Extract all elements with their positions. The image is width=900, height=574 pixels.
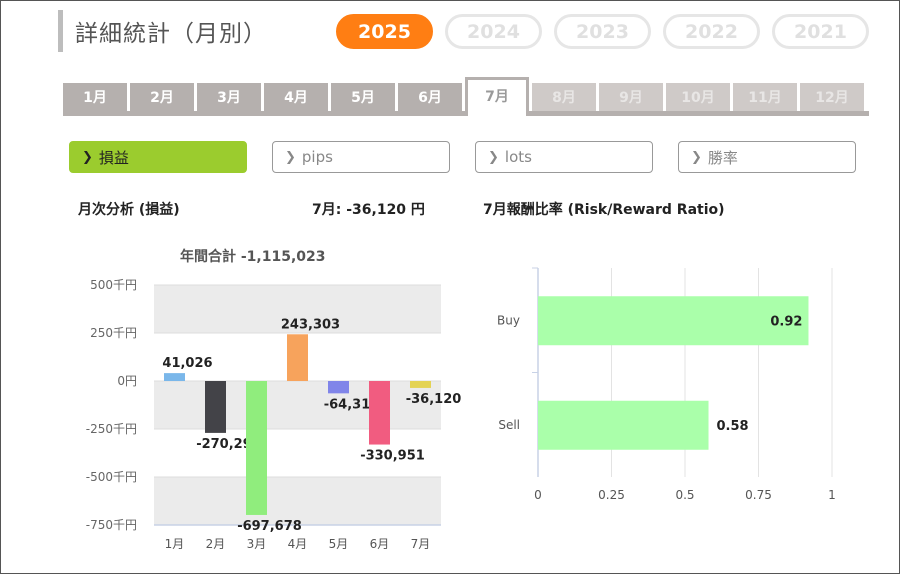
y-tick-label: 0円: [117, 374, 137, 388]
x-tick-label: 6月: [370, 537, 390, 551]
metric-label: pips: [301, 148, 333, 166]
x-tick-label: 4月: [288, 537, 308, 551]
monthly-analysis-heading: 月次分析 (損益): [78, 202, 180, 218]
annual-total-title: 年間合計 -1,115,023: [180, 249, 326, 265]
tab-month-2[interactable]: 2月: [130, 83, 194, 111]
metric-button-profit[interactable]: ❯ 損益: [69, 141, 247, 173]
bar-1: [164, 373, 185, 381]
data-label: 243,303: [281, 317, 340, 332]
tab-month-6[interactable]: 6月: [398, 83, 462, 111]
tab-month-10[interactable]: 10月: [666, 83, 730, 111]
page-title: 詳細統計（月別）: [75, 21, 267, 47]
x-tick-label: 1月: [165, 537, 185, 551]
data-label: -36,120: [406, 392, 462, 407]
plot-band: [154, 381, 441, 429]
ratio-bar-sell: [538, 400, 709, 450]
chevron-right-icon: ❯: [488, 149, 499, 165]
metric-button-lots[interactable]: ❯ lots: [475, 141, 653, 173]
metric-label: lots: [504, 148, 532, 166]
data-label: -270,292: [196, 437, 261, 452]
data-label: -330,951: [360, 449, 425, 464]
y-tick-label: 500千円: [90, 278, 137, 292]
year-selector: 2025 2024 2023 2022 2021: [336, 14, 869, 49]
year-button-2024[interactable]: 2024: [445, 14, 542, 49]
x-tick-label: 0.75: [745, 488, 772, 502]
bar-5: [328, 381, 349, 394]
month-tabs: 1月 2月 3月 4月 5月 6月 7月 8月 9月 10月 11月 12月: [63, 77, 869, 116]
x-tick-label: 2月: [206, 537, 226, 551]
month-result-value: 7月: -36,120 円: [312, 202, 425, 218]
x-tick-label: 0: [534, 488, 542, 502]
data-label: -697,678: [237, 519, 302, 534]
ratio-chart-heading: 7月報酬比率 (Risk/Reward Ratio): [483, 202, 725, 218]
chevron-right-icon: ❯: [691, 149, 702, 165]
data-label: -64,311: [324, 397, 380, 412]
metric-button-pips[interactable]: ❯ pips: [272, 141, 450, 173]
tab-month-9[interactable]: 9月: [599, 83, 663, 111]
metric-label: 損益: [98, 148, 129, 167]
y-tick-label: Sell: [498, 418, 520, 432]
year-button-2021[interactable]: 2021: [772, 14, 869, 49]
year-button-2025[interactable]: 2025: [336, 14, 433, 49]
ratio-bar-buy: [538, 296, 809, 346]
tab-month-5[interactable]: 5月: [331, 83, 395, 111]
tab-month-11[interactable]: 11月: [733, 83, 797, 111]
plot-band: [154, 429, 441, 477]
ratio-data-label: 0.58: [717, 419, 749, 434]
bar-2: [205, 381, 226, 433]
bar-4: [287, 334, 308, 381]
page-title-block: 詳細統計（月別）: [58, 10, 267, 52]
plot-band: [154, 477, 441, 525]
metric-selector: ❯ 損益 ❯ pips ❯ lots ❯ 勝率: [69, 141, 856, 173]
x-tick-label: 5月: [329, 537, 349, 551]
chevron-right-icon: ❯: [82, 149, 93, 165]
metric-label: 勝率: [707, 148, 738, 167]
metric-button-winrate[interactable]: ❯ 勝率: [678, 141, 856, 173]
plot-band: [154, 285, 441, 333]
chevron-right-icon: ❯: [285, 149, 296, 165]
x-tick-label: 3月: [247, 537, 267, 551]
tab-month-1[interactable]: 1月: [63, 83, 127, 111]
x-tick-label: 0.25: [598, 488, 625, 502]
data-label: 41,026: [162, 356, 212, 371]
tab-month-12[interactable]: 12月: [800, 83, 864, 111]
year-button-2023[interactable]: 2023: [554, 14, 651, 49]
bar-7: [410, 381, 431, 388]
tab-month-7[interactable]: 7月: [465, 77, 529, 116]
bar-6: [369, 381, 390, 445]
tab-month-4[interactable]: 4月: [264, 83, 328, 111]
ratio-data-label: 0.92: [770, 314, 802, 329]
x-tick-label: 1: [828, 488, 836, 502]
bar-3: [246, 381, 267, 515]
tab-month-3[interactable]: 3月: [197, 83, 261, 111]
y-tick-label: -500千円: [86, 470, 137, 484]
y-tick-label: 250千円: [90, 326, 137, 340]
year-button-2022[interactable]: 2022: [663, 14, 760, 49]
x-tick-label: 0.5: [675, 488, 694, 502]
x-tick-label: 7月: [411, 537, 431, 551]
y-tick-label: Buy: [497, 313, 520, 327]
tab-month-8[interactable]: 8月: [532, 83, 596, 111]
y-tick-label: -750千円: [86, 518, 137, 532]
y-tick-label: -250千円: [86, 422, 137, 436]
